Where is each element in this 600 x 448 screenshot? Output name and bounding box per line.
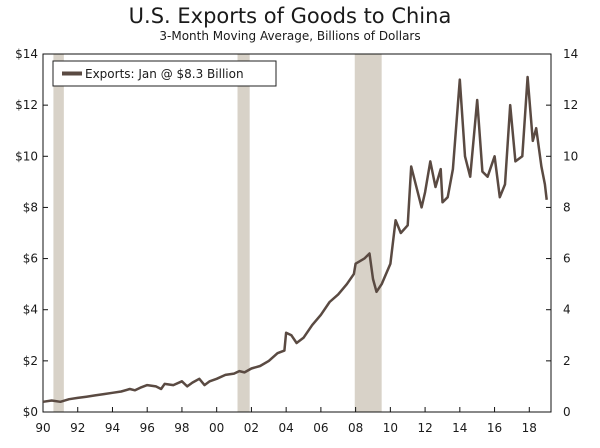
y-tick-label-right: 14 <box>563 47 578 61</box>
y-tick-label-left: $4 <box>23 303 38 317</box>
legend: Exports: Jan @ $8.3 Billion <box>52 60 277 87</box>
y-tick-label-left: $8 <box>23 200 38 214</box>
y-tick-label-left: $14 <box>15 47 38 61</box>
recession-band-1 <box>237 54 250 412</box>
x-tick-label: 90 <box>35 421 50 435</box>
y-tick-label-left: $0 <box>23 405 38 419</box>
x-tick-label: 10 <box>383 421 398 435</box>
recession-bands <box>53 54 382 412</box>
plot-frame <box>42 53 552 413</box>
chart-title: U.S. Exports of Goods to China <box>129 4 452 28</box>
series-line-0 <box>42 75 548 404</box>
x-tick-label: 00 <box>209 421 224 435</box>
x-tick-label: 98 <box>174 421 189 435</box>
x-tick-label: 14 <box>452 421 467 435</box>
y-tick-label-left: $10 <box>15 149 38 163</box>
x-tick-label: 02 <box>244 421 259 435</box>
legend-box <box>52 60 277 87</box>
x-tick-label: 08 <box>348 421 363 435</box>
recession-band-2 <box>354 54 382 412</box>
y-axis-left: $0 $2 $4 $6 $8 $10 $12 $14 <box>15 47 48 419</box>
x-tick-label: 04 <box>279 421 294 435</box>
legend-label: Exports: Jan @ $8.3 Billion <box>85 67 244 81</box>
x-tick-label: 96 <box>140 421 155 435</box>
y-tick-label-right: 10 <box>563 149 578 163</box>
y-tick-label-left: $2 <box>23 354 38 368</box>
x-tick-label: 12 <box>417 421 432 435</box>
y-tick-label-right: 12 <box>563 98 578 112</box>
y-tick-label-right: 2 <box>563 354 571 368</box>
chart-subtitle: 3-Month Moving Average, Billions of Doll… <box>159 29 420 43</box>
y-tick-label-right: 0 <box>563 405 571 419</box>
x-tick-label: 18 <box>522 421 537 435</box>
series-lines <box>42 75 548 404</box>
y-tick-label-right: 4 <box>563 303 571 317</box>
recession-band-0 <box>53 54 64 412</box>
x-axis: 90 92 94 96 98 00 02 04 06 08 10 12 14 16 18 <box>35 407 537 435</box>
y-tick-label-right: 8 <box>563 200 571 214</box>
y-tick-label-left: $12 <box>15 98 38 112</box>
x-tick-label: 06 <box>313 421 328 435</box>
y-axis-right: 0 2 4 6 8 10 12 14 <box>546 47 578 419</box>
x-tick-label: 16 <box>487 421 502 435</box>
x-tick-label: 94 <box>105 421 120 435</box>
y-tick-label-left: $6 <box>23 252 38 266</box>
y-tick-label-right: 6 <box>563 252 571 266</box>
x-tick-label: 92 <box>70 421 85 435</box>
